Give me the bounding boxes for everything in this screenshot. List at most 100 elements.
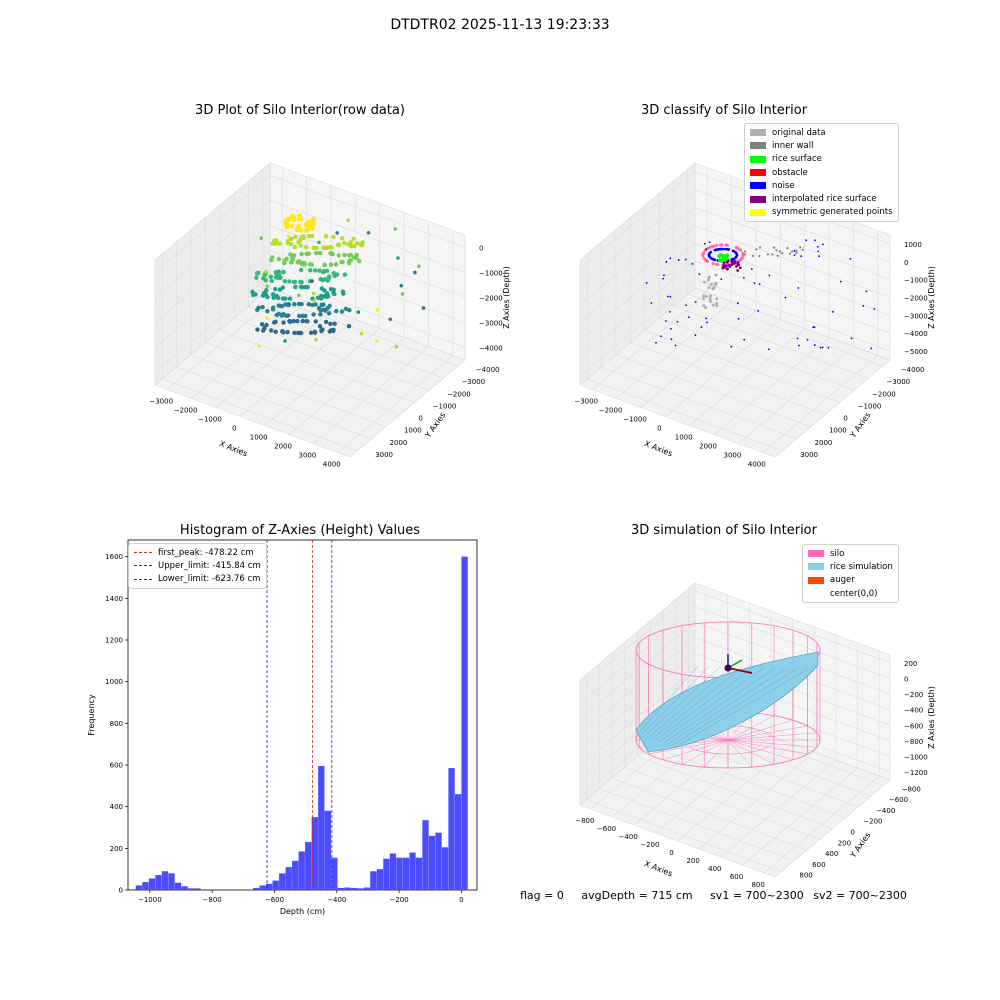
legend-item: obstacle [750, 166, 893, 179]
p2-y-tick: 2000 [815, 439, 833, 447]
p2-point-noise [703, 242, 706, 245]
hist-x-tick: −400 [327, 896, 346, 904]
legend-item: center(0,0) [808, 587, 893, 600]
p1-y-tick: 1000 [404, 427, 422, 435]
rice-mesh-line [672, 669, 808, 749]
p2-point-wall [778, 250, 782, 253]
p1-point [305, 284, 310, 290]
p1-point [309, 233, 315, 239]
p1-point [355, 240, 360, 246]
p2-point-wall [801, 248, 804, 251]
sv2-value: sv2 = 700~2300 [813, 889, 907, 902]
p2-point-rice [721, 254, 726, 259]
p2-y-tick: 0 [843, 415, 847, 423]
p1-point [375, 308, 380, 312]
p1-point [330, 328, 336, 334]
p1-point [284, 221, 290, 227]
histogram-legend: first_peak: -478.22 cm Upper_limit: -415.… [128, 543, 267, 589]
rice-mesh-line [645, 666, 721, 736]
legend-label: obstacle [772, 167, 808, 178]
p1-point [301, 313, 306, 319]
hist-bar [324, 810, 331, 890]
hist-bar [363, 887, 371, 890]
p2-point-noise [731, 249, 735, 253]
p2-grid-z [579, 225, 891, 323]
p1-point [343, 306, 349, 312]
legend-label: center(0,0) [830, 588, 878, 599]
p1-point [358, 242, 364, 247]
p2-point-wall [743, 253, 746, 256]
p2-point-wall [798, 246, 802, 249]
hist-y-tick: 800 [110, 720, 123, 728]
hist-bar [350, 887, 358, 890]
p1-point [285, 238, 291, 244]
p1-grid-y [176, 366, 372, 440]
p2-point-interp [725, 264, 729, 268]
p1-point [268, 328, 274, 333]
legend-label: inner wall [772, 140, 814, 151]
p1-point [340, 259, 345, 265]
p1-point [313, 250, 319, 256]
p1-point [342, 240, 347, 246]
p1-point [287, 279, 292, 284]
p1-point [263, 288, 269, 293]
p2-y-tick: −4000 [901, 366, 925, 374]
p1-point [291, 279, 297, 285]
legend-swatch [808, 550, 824, 558]
p1-point [282, 278, 288, 284]
legend-item: rice simulation [808, 560, 893, 573]
legend-label: rice surface [772, 154, 822, 165]
p2-point-noise [685, 304, 687, 307]
p1-point [259, 322, 265, 327]
p2-point-interp [733, 259, 737, 263]
rice-mesh-line [655, 667, 754, 741]
p4-grid-y [586, 799, 782, 872]
p2-point-noise [753, 282, 756, 285]
p1-point [254, 271, 260, 276]
p2-point-original [702, 297, 706, 301]
p1-point [346, 323, 352, 329]
hist-bar [383, 858, 390, 890]
hist-bar [396, 857, 403, 890]
p1-point [299, 279, 304, 285]
hist-bar [279, 873, 286, 890]
p1-point [308, 267, 313, 273]
p2-point-noise [758, 283, 761, 286]
legend-item: silo [808, 547, 893, 560]
p2-point-noise [669, 257, 672, 260]
p2-point-wall [758, 246, 762, 249]
p2-grid-z [579, 207, 891, 305]
p2-point-noise [667, 295, 669, 298]
p1-x-tick: −3000 [149, 398, 173, 406]
legend-item: interpolated rice surface [750, 192, 893, 205]
p1-point [347, 307, 352, 313]
p2-point-noise [798, 344, 800, 347]
p1-point [285, 329, 290, 335]
p1-z-tick: −2000 [479, 295, 503, 303]
legend-swatch [134, 552, 152, 554]
p1-point [295, 226, 301, 233]
p1-point [346, 261, 352, 266]
p2-point-noise [706, 321, 708, 324]
p1-y-tick: 3000 [375, 451, 393, 459]
p1-point [322, 268, 327, 274]
p1-point [292, 302, 297, 307]
p1-point [288, 242, 294, 247]
p4-x-tick: 0 [669, 849, 673, 857]
simulation-legend: silo rice simulation auger center(0,0) [802, 544, 899, 604]
p1-point [312, 330, 318, 335]
p2-point-wall [791, 250, 794, 253]
p2-point-original [702, 280, 706, 284]
p1-point [326, 311, 332, 316]
p1-point [321, 307, 326, 312]
hist-bar [142, 882, 149, 890]
auger-x-arrow [727, 667, 753, 674]
p1-point [332, 291, 337, 297]
p4-x-tick: 600 [730, 873, 743, 881]
p1-point [327, 303, 332, 309]
p1-point [287, 296, 293, 301]
p2-point-original [715, 301, 719, 305]
p2-point-noise [732, 257, 736, 260]
p1-grid-x [191, 301, 307, 399]
p2-point-noise [694, 301, 697, 303]
